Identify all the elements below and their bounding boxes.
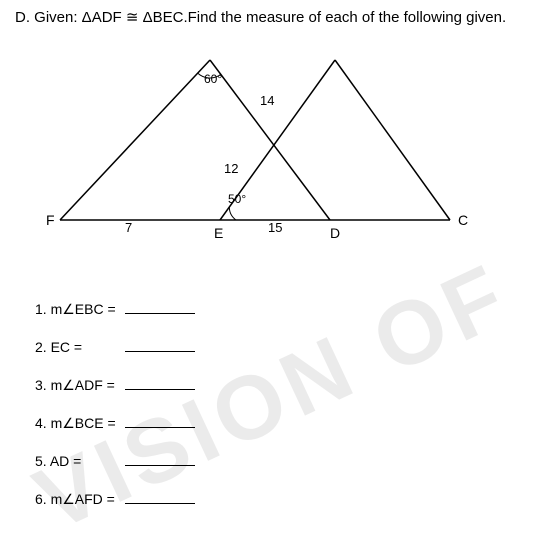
question-row: 2. EC = <box>35 338 195 376</box>
svg-text:B: B <box>331 55 340 57</box>
svg-text:D: D <box>330 225 340 241</box>
questions-list: 1. m∠EBC = 2. EC = 3. m∠ADF = 4. m∠BCE =… <box>35 300 195 528</box>
question-row: 3. m∠ADF = <box>35 376 195 414</box>
svg-text:50°: 50° <box>228 192 246 206</box>
svg-text:12: 12 <box>224 161 238 176</box>
svg-text:E: E <box>214 225 223 241</box>
svg-text:15: 15 <box>268 220 282 235</box>
question-label: 1. m∠EBC = <box>35 301 125 318</box>
question-row: 1. m∠EBC = <box>35 300 195 338</box>
svg-text:14: 14 <box>260 93 274 108</box>
answer-blank <box>125 376 195 390</box>
svg-text:60°: 60° <box>204 72 222 86</box>
diagram-svg: A B F E D C 60° 50° 14 12 7 15 <box>40 55 500 255</box>
answer-blank <box>125 300 195 314</box>
answer-blank <box>125 414 195 428</box>
svg-text:A: A <box>208 55 218 57</box>
question-label: 2. EC = <box>35 339 125 355</box>
svg-text:F: F <box>46 212 55 228</box>
question-label: 5. AD = <box>35 453 125 469</box>
section-prompt: D. Given: ΔADF ≅ ΔBEC.Find the measure o… <box>15 8 506 26</box>
question-row: 6. m∠AFD = <box>35 490 195 528</box>
svg-text:C: C <box>458 212 468 228</box>
answer-blank <box>125 490 195 504</box>
question-row: 5. AD = <box>35 452 195 490</box>
triangle-diagram: A B F E D C 60° 50° 14 12 7 15 <box>40 55 500 255</box>
answer-blank <box>125 338 195 352</box>
question-label: 3. m∠ADF = <box>35 377 125 394</box>
question-label: 4. m∠BCE = <box>35 415 125 432</box>
answer-blank <box>125 452 195 466</box>
question-label: 6. m∠AFD = <box>35 491 125 508</box>
svg-text:7: 7 <box>125 220 132 235</box>
question-row: 4. m∠BCE = <box>35 414 195 452</box>
